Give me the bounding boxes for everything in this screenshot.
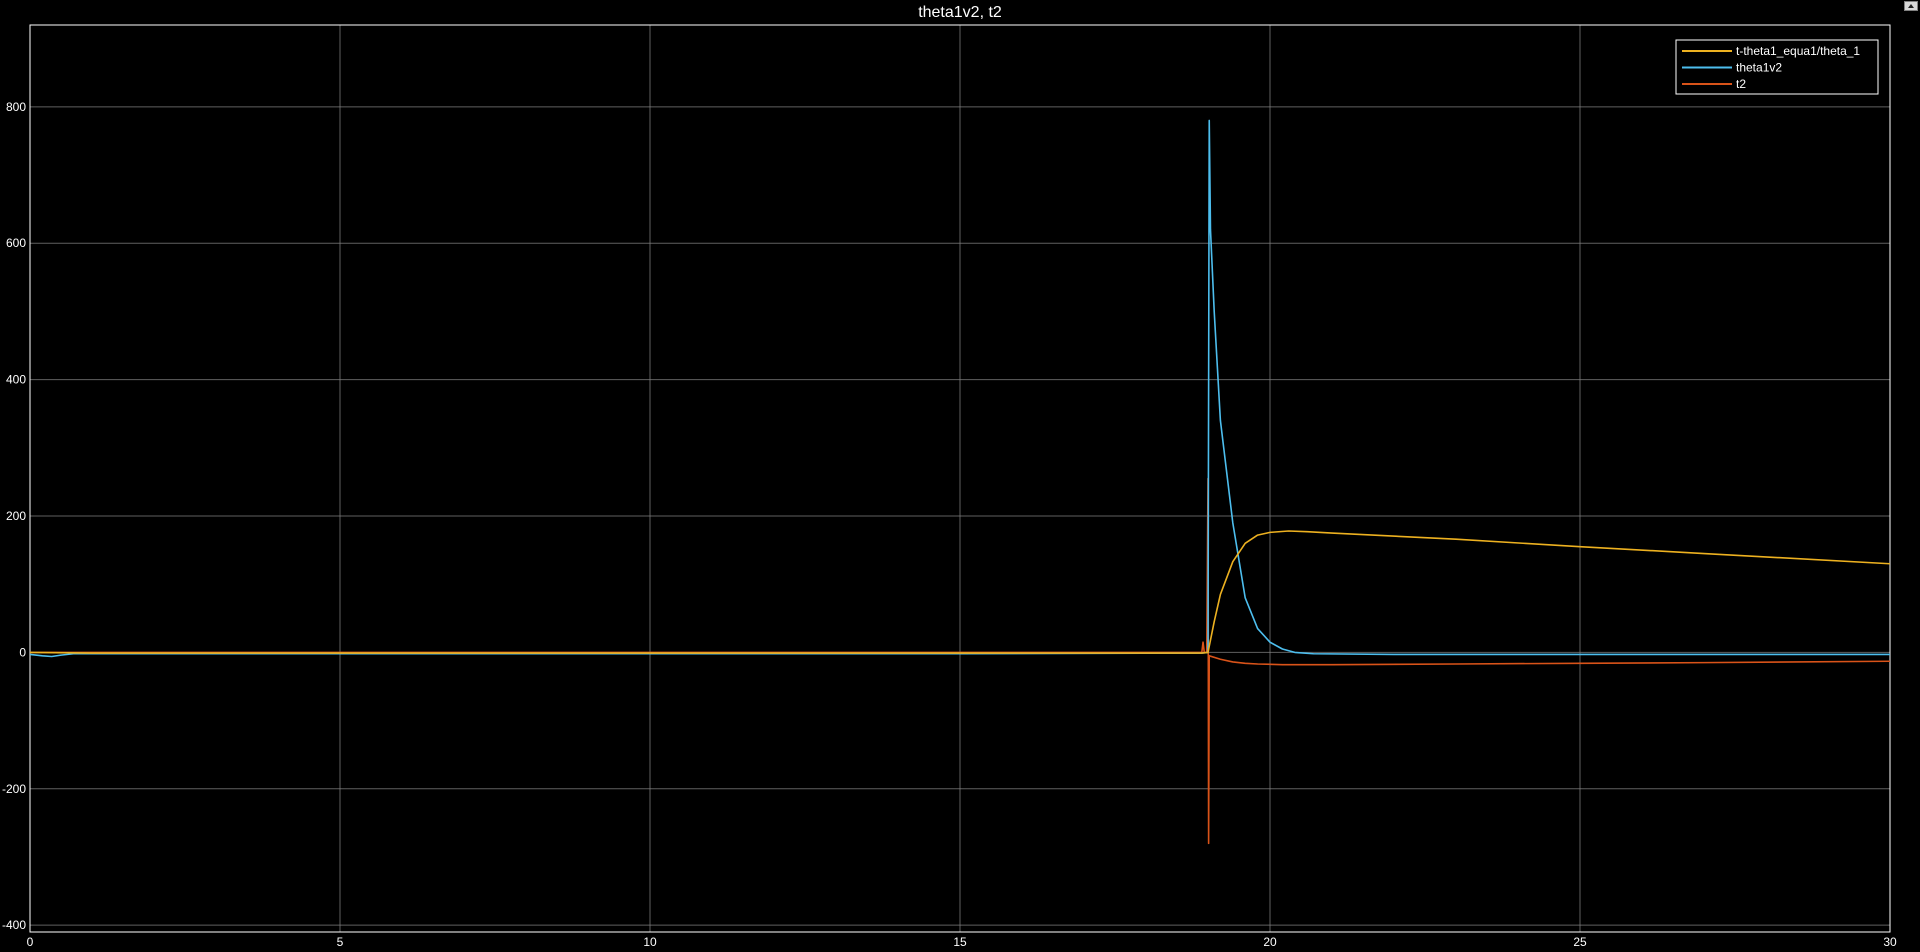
y-tick-label: 800	[6, 100, 26, 114]
x-tick-label: 20	[1263, 935, 1277, 949]
undock-button[interactable]	[1904, 1, 1918, 11]
legend-entry-label: theta1v2	[1736, 61, 1782, 75]
y-tick-label: 600	[6, 236, 26, 250]
plot-area[interactable]: 0 5 10 15 20 25 30 -400 -200 0 200 400 600 800 t-theta…	[2, 24, 1897, 949]
series-group	[30, 119, 1890, 845]
x-tick-label: 30	[1883, 935, 1897, 949]
y-tick-label: 400	[6, 373, 26, 387]
series-line-theta1v2	[30, 119, 1890, 658]
chart-title: theta1v2, t2	[918, 4, 1002, 21]
x-tick-label: 15	[953, 935, 967, 949]
axes-border	[29, 24, 1891, 933]
legend-entry-label: t2	[1736, 77, 1746, 91]
legend[interactable]: t-theta1_equa1/theta_1 theta1v2 t2	[1675, 39, 1879, 95]
y-tick-label: 200	[6, 509, 26, 523]
y-tick-label: -400	[2, 918, 26, 932]
x-tick-label: 10	[643, 935, 657, 949]
x-tick-label: 0	[27, 935, 34, 949]
series-line-t-theta1-equa1-theta-1	[30, 530, 1890, 654]
y-tick-label: 0	[19, 645, 26, 659]
undock-arrow-icon	[1908, 4, 1914, 8]
x-tick-label: 5	[337, 935, 344, 949]
legend-entry-label: t-theta1_equa1/theta_1	[1736, 44, 1860, 58]
x-tick-label: 25	[1573, 935, 1587, 949]
y-tick-label: -200	[2, 782, 26, 796]
